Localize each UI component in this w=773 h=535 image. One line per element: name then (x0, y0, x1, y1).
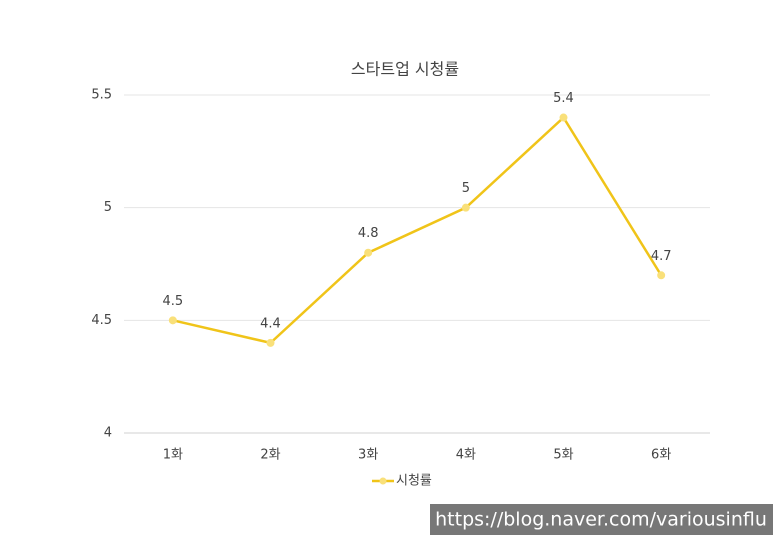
data-label: 5 (462, 181, 470, 196)
x-tick-label: 4화 (456, 448, 476, 463)
data-label: 5.4 (553, 91, 574, 106)
x-tick-label: 3화 (358, 448, 378, 463)
y-tick-label: 4 (104, 426, 112, 441)
point (657, 271, 666, 280)
point (559, 113, 568, 122)
data-label: 4.8 (358, 226, 379, 241)
point (364, 248, 373, 257)
data-label: 4.7 (651, 249, 672, 264)
point (266, 338, 275, 347)
legend-marker (379, 477, 387, 485)
data-label: 4.4 (260, 316, 281, 331)
x-tick-label: 2화 (260, 448, 280, 463)
data-label: 4.5 (162, 294, 183, 309)
watermark-box (430, 504, 773, 535)
x-tick-label: 5화 (553, 448, 573, 463)
x-tick-label: 6화 (651, 448, 671, 463)
series-line (172, 115, 663, 345)
x-tick-label: 1화 (163, 448, 183, 463)
y-tick-label: 5 (104, 200, 112, 215)
chart-title: 스타트업 시청률 (351, 60, 459, 79)
point (461, 203, 470, 212)
watermark: https://blog.naver.com/variousinflu (435, 509, 767, 531)
y-tick-label: 5.5 (91, 88, 112, 103)
point (168, 316, 177, 325)
y-tick-label: 4.5 (91, 313, 112, 328)
legend-label: 시청률 (396, 474, 432, 489)
